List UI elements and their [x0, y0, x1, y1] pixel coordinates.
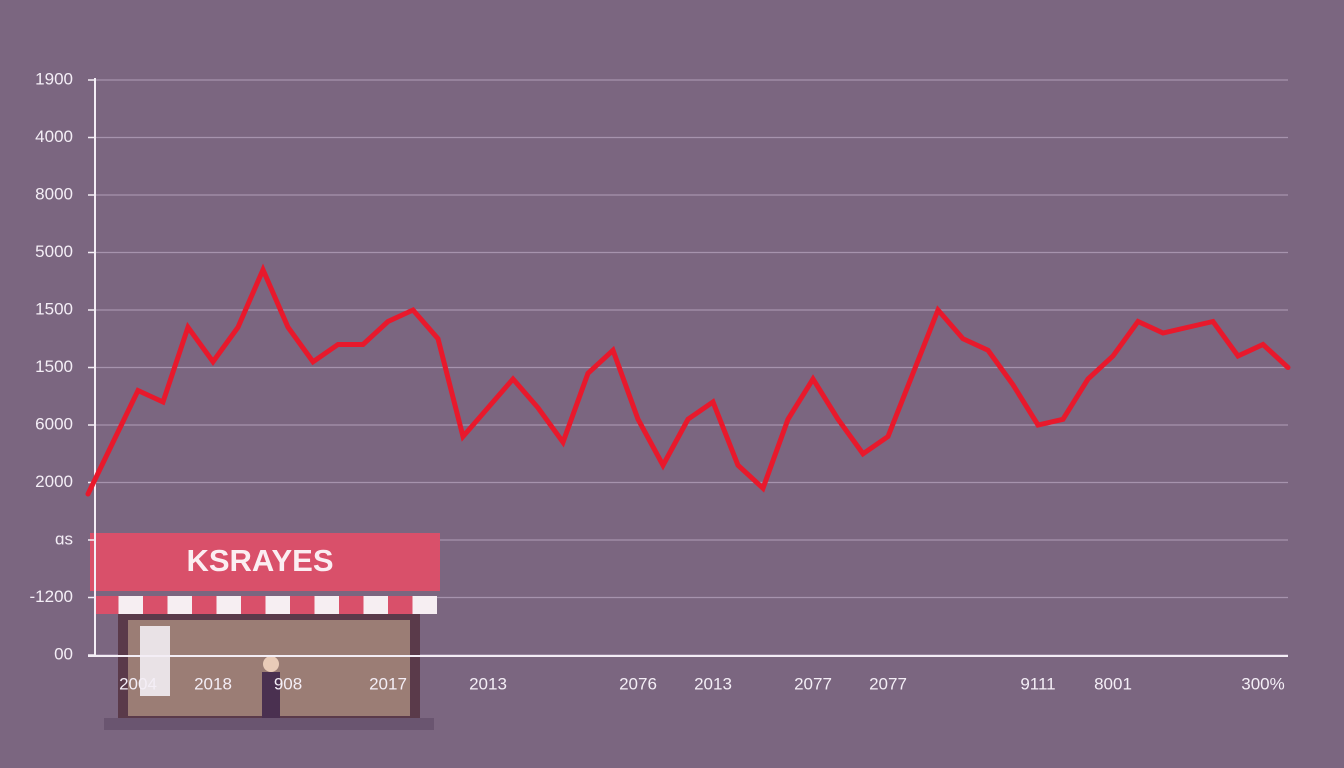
- awning-stripe: [363, 596, 388, 614]
- awning-stripe: [143, 596, 168, 614]
- line: [85, 263, 1291, 497]
- store-door: [140, 626, 170, 696]
- y-tick-label: 6000: [35, 414, 73, 433]
- x-tick-label: 2013: [469, 674, 507, 693]
- x-tick-label: 2018: [194, 674, 232, 693]
- y-tick-label: 00: [54, 644, 73, 663]
- y-tick-label: ɑs: [55, 529, 73, 548]
- x-tick-label: 2017: [369, 674, 407, 693]
- store-person-head: [263, 656, 279, 672]
- awning-stripe: [118, 596, 143, 614]
- y-tick-label: 8000: [35, 184, 73, 203]
- y-tick-label: 1500: [35, 299, 73, 318]
- awning: [94, 596, 437, 614]
- x-tick-label: 8001: [1094, 674, 1132, 693]
- x-tick-label: 2076: [619, 674, 657, 693]
- x-tick-label: 908: [274, 674, 302, 693]
- awning-stripe: [339, 596, 364, 614]
- awning-stripe: [192, 596, 217, 614]
- x-tick-label: 2077: [869, 674, 907, 693]
- awning-stripe: [265, 596, 290, 614]
- awning-stripe: [314, 596, 339, 614]
- awning-stripe: [388, 596, 413, 614]
- store-base: [104, 718, 434, 730]
- awning-stripe: [94, 596, 119, 614]
- x-tick-label: 2013: [694, 674, 732, 693]
- x-tick-label: 300%: [1241, 674, 1284, 693]
- awning-stripe: [412, 596, 437, 614]
- awning-stripe: [167, 596, 192, 614]
- y-tick-label: 2000: [35, 472, 73, 491]
- awning-stripe: [290, 596, 315, 614]
- y-tick-label: 5000: [35, 242, 73, 261]
- x-tick-label: 2004: [119, 674, 157, 693]
- awning-stripe: [241, 596, 266, 614]
- y-tick-label: 1900: [35, 69, 73, 88]
- x-tick-label: 9111: [1020, 674, 1055, 693]
- storefront: KSRAYES: [90, 533, 440, 730]
- y-tick-label: 1500: [35, 357, 73, 376]
- store-person: [262, 672, 280, 720]
- store-sign-text: KSRAYES: [186, 543, 333, 578]
- y-tick-label: 4000: [35, 127, 73, 146]
- store-sign: [90, 533, 440, 591]
- awning-stripe: [216, 596, 241, 614]
- x-tick-label: 2077: [794, 674, 832, 693]
- y-tick-label: -1200: [30, 587, 73, 606]
